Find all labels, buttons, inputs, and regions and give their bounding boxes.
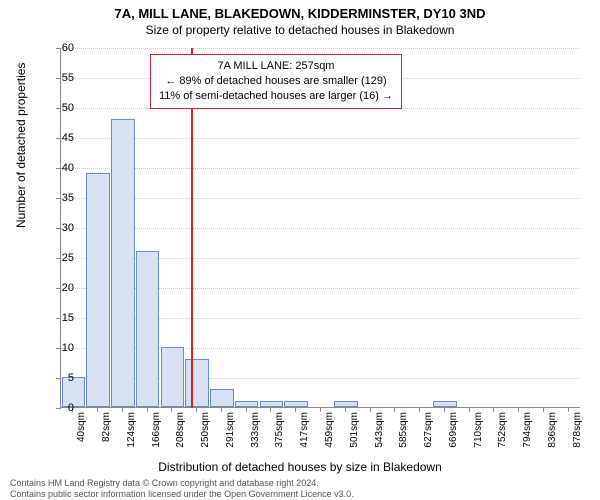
ytick-label: 10	[44, 342, 74, 354]
chart-container: 7A, MILL LANE, BLAKEDOWN, KIDDERMINSTER,…	[0, 0, 600, 500]
xtick-label: 333sqm	[250, 412, 261, 448]
chart-subtitle: Size of property relative to detached ho…	[0, 21, 600, 37]
ytick-label: 40	[44, 162, 74, 174]
xtick-label: 208sqm	[175, 412, 186, 448]
xtick-mark	[493, 407, 494, 412]
xtick-mark	[196, 407, 197, 412]
footer-line2: Contains public sector information licen…	[10, 489, 354, 500]
xtick-mark	[221, 407, 222, 412]
xtick-label: 40sqm	[76, 412, 87, 442]
xtick-label: 878sqm	[572, 412, 583, 448]
histogram-bar	[334, 401, 358, 407]
xtick-mark	[147, 407, 148, 412]
annotation-line3: 11% of semi-detached houses are larger (…	[159, 89, 393, 104]
plot-wrap: 40sqm82sqm124sqm166sqm208sqm250sqm291sqm…	[60, 48, 580, 408]
xtick-label: 82sqm	[101, 412, 112, 442]
histogram-bar	[185, 359, 209, 407]
xtick-mark	[419, 407, 420, 412]
histogram-bar	[86, 173, 110, 407]
gridline	[61, 48, 580, 49]
xtick-label: 585sqm	[398, 412, 409, 448]
annotation-line2: ← 89% of detached houses are smaller (12…	[159, 74, 393, 89]
gridline	[61, 138, 580, 139]
histogram-bar	[111, 119, 135, 407]
histogram-bar	[136, 251, 160, 407]
xtick-label: 710sqm	[473, 412, 484, 448]
xtick-mark	[171, 407, 172, 412]
xtick-mark	[270, 407, 271, 412]
xtick-mark	[444, 407, 445, 412]
xtick-label: 543sqm	[374, 412, 385, 448]
xtick-mark	[122, 407, 123, 412]
xtick-mark	[543, 407, 544, 412]
xtick-mark	[394, 407, 395, 412]
ytick-label: 5	[44, 372, 74, 384]
annotation-box: 7A MILL LANE: 257sqm ← 89% of detached h…	[150, 54, 402, 109]
xtick-label: 794sqm	[522, 412, 533, 448]
xtick-label: 501sqm	[349, 412, 360, 448]
histogram-bar	[161, 347, 185, 407]
footer: Contains HM Land Registry data © Crown c…	[10, 478, 354, 500]
xtick-mark	[97, 407, 98, 412]
histogram-bar	[433, 401, 457, 407]
gridline	[61, 168, 580, 169]
ytick-label: 15	[44, 312, 74, 324]
xtick-label: 291sqm	[225, 412, 236, 448]
xtick-label: 166sqm	[151, 412, 162, 448]
xtick-mark	[518, 407, 519, 412]
xtick-mark	[320, 407, 321, 412]
gridline	[61, 198, 580, 199]
xtick-label: 417sqm	[299, 412, 310, 448]
xtick-mark	[568, 407, 569, 412]
ytick-label: 0	[44, 402, 74, 414]
xtick-mark	[370, 407, 371, 412]
xtick-label: 836sqm	[547, 412, 558, 448]
ytick-label: 45	[44, 132, 74, 144]
xtick-label: 752sqm	[497, 412, 508, 448]
ytick-label: 20	[44, 282, 74, 294]
annotation-line1: 7A MILL LANE: 257sqm	[159, 59, 393, 74]
ytick-label: 25	[44, 252, 74, 264]
chart-title: 7A, MILL LANE, BLAKEDOWN, KIDDERMINSTER,…	[0, 0, 600, 21]
ytick-label: 35	[44, 192, 74, 204]
footer-line1: Contains HM Land Registry data © Crown c…	[10, 478, 354, 489]
gridline	[61, 228, 580, 229]
xtick-label: 375sqm	[274, 412, 285, 448]
x-axis-label: Distribution of detached houses by size …	[0, 460, 600, 474]
xtick-label: 627sqm	[423, 412, 434, 448]
ytick-label: 30	[44, 222, 74, 234]
histogram-bar	[210, 389, 234, 407]
xtick-mark	[469, 407, 470, 412]
xtick-label: 250sqm	[200, 412, 211, 448]
xtick-label: 669sqm	[448, 412, 459, 448]
ytick-label: 55	[44, 72, 74, 84]
xtick-mark	[246, 407, 247, 412]
xtick-mark	[345, 407, 346, 412]
xtick-label: 459sqm	[324, 412, 335, 448]
ytick-label: 60	[44, 42, 74, 54]
xtick-label: 124sqm	[126, 412, 137, 448]
ytick-label: 50	[44, 102, 74, 114]
xtick-mark	[295, 407, 296, 412]
y-axis-label: Number of detached properties	[14, 63, 28, 228]
